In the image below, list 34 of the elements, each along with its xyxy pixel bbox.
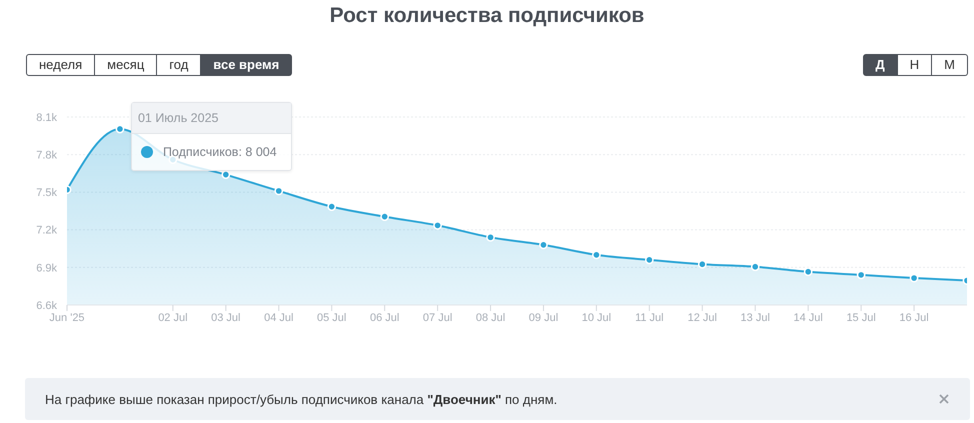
text: все время <box>201 54 292 76</box>
annotation: Подписчиков: 8 004 <box>162 145 277 160</box>
x-tick-label: 10 Jul <box>582 312 612 324</box>
x-tick-label: 12 Jul <box>688 312 717 324</box>
text: месяц <box>95 54 158 76</box>
y-tick-label: 7.2k <box>36 224 58 237</box>
text: Д <box>862 54 898 76</box>
annotation: 01 Июль 2025 <box>132 103 291 134</box>
y-tick-label: 6.9k <box>36 262 58 274</box>
chart-title: Рост количества подписчиков <box>328 4 646 28</box>
x-tick-label: 09 Jul <box>528 312 558 324</box>
text: год <box>157 54 202 76</box>
text: неделя <box>26 54 96 76</box>
x-tick-label: 07 Jul <box>422 312 452 324</box>
x-tick-label: 02 Jul <box>158 312 188 324</box>
tooltip-box: 01 Июль 2025 Подписчиков: 8 004 <box>130 102 292 172</box>
x-tick-label: 16 Jul <box>899 312 929 324</box>
x-tick-label: 14 Jul <box>793 312 823 324</box>
text: Н <box>898 54 932 76</box>
y-tick-label: 8.1k <box>36 112 58 124</box>
y-tick-label: 7.5k <box>36 187 58 200</box>
x-tick-label: 06 Jul <box>370 312 400 324</box>
x-tick-label: 11 Jul <box>635 312 664 324</box>
x-tick-label: 13 Jul <box>740 312 770 324</box>
y-tick-label: 6.6k <box>36 300 58 312</box>
x-tick-label: 03 Jul <box>211 312 241 324</box>
y-tick-label: 7.8k <box>36 150 58 162</box>
x-tick-label: 04 Jul <box>264 312 294 324</box>
x-tick-label: Jun '25 <box>49 312 85 324</box>
x-tick-label: 08 Jul <box>476 312 506 324</box>
x-tick-label: 15 Jul <box>846 312 876 324</box>
x-tick-label: 05 Jul <box>317 312 346 324</box>
text: На графике выше показан прирост/убыль подписчиков канала "Двоечник" по дням. <box>45 392 558 406</box>
text: М <box>932 54 968 76</box>
